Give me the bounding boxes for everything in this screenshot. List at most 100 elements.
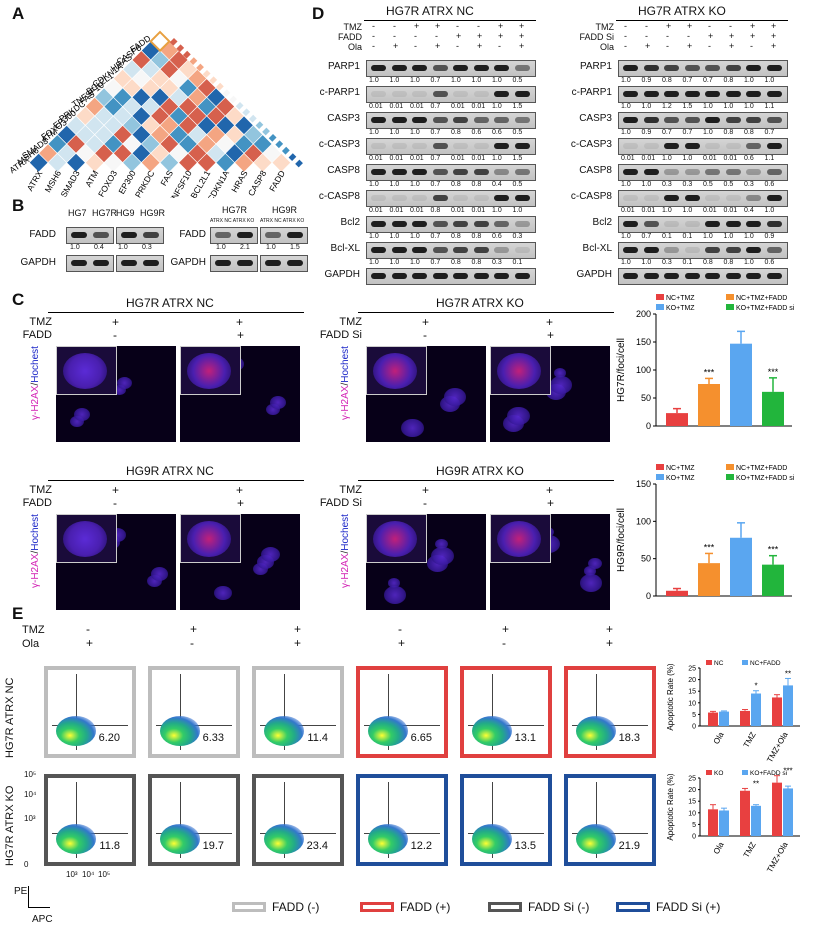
cond-sign: +: [435, 21, 441, 31]
legend-swatch: [202, 70, 211, 78]
band-value: 0.6: [744, 155, 754, 162]
band: [432, 195, 448, 201]
cond-sign: -: [750, 41, 753, 51]
micro-title: HG7R ATRX NC: [126, 296, 214, 310]
band-value: 1.0: [641, 181, 652, 188]
quadrant-vline: [180, 782, 181, 858]
band: [664, 65, 679, 71]
band: [473, 143, 489, 149]
band-value: 0.01: [723, 155, 738, 162]
axis-tick: 10⁴: [24, 790, 37, 799]
band: [766, 221, 782, 227]
band-value: 1.0: [451, 77, 461, 84]
band: [494, 143, 509, 149]
cond-sign: +: [112, 483, 120, 497]
band: [473, 247, 489, 253]
band: [643, 221, 659, 227]
bar: [708, 712, 718, 726]
cond-sign: +: [422, 483, 430, 497]
nucleus-zoom: [497, 521, 541, 557]
blot-gapdh: [210, 255, 258, 272]
blot-strip: [366, 60, 536, 77]
band-value: 1.0: [682, 155, 693, 162]
cond-sign: +: [750, 21, 756, 31]
cond-sign: +: [236, 483, 244, 497]
legend-swatch: [215, 82, 224, 91]
blot-row-label: CASP3: [579, 113, 612, 124]
band-value: 0.01: [471, 155, 486, 162]
cond-sign: +: [456, 31, 462, 41]
band: [412, 117, 427, 123]
legend-swatch: [222, 89, 231, 97]
heatmap-cell: [140, 152, 161, 173]
band-value: 0.7: [764, 129, 775, 136]
band: [705, 195, 720, 201]
cond-label: TMZ: [22, 624, 45, 636]
band-value: 0.8: [723, 129, 734, 136]
band: [725, 143, 741, 149]
event-cloud: [368, 716, 408, 746]
cond-sign: -: [372, 41, 375, 51]
cond-sign: +: [294, 636, 302, 650]
band-value: 0.7: [430, 181, 441, 188]
band-value: 1.0: [266, 244, 276, 251]
band-value: 0.01: [410, 207, 424, 214]
stain-sep: /: [30, 550, 41, 554]
legend-label: KO+TMZ+FADD si: [736, 475, 795, 482]
band-value: 0.01: [451, 155, 465, 162]
band: [514, 117, 530, 123]
heatmap-cell: [159, 152, 180, 173]
band-value: 1.0: [471, 77, 482, 84]
blot-strip: [366, 86, 536, 103]
legend-swatch: [242, 108, 251, 117]
y-tick-label: 0: [646, 591, 651, 601]
apoptosis-bar-chart: NC NC+FADD 0 5 10 15 20 25 Apoptotic Rate (%) Ola…: [666, 660, 800, 764]
micro-title: HG7R ATRX KO: [436, 296, 524, 310]
band: [514, 91, 530, 97]
cond-label: Ola: [22, 638, 40, 650]
blot-strip: [618, 268, 788, 285]
band-value: 1.0: [764, 207, 775, 214]
cond-label: TMZ: [29, 484, 52, 496]
band: [514, 65, 530, 71]
micro-title: HG9R ATRX KO: [436, 464, 524, 478]
cond-label: FADD Si: [579, 32, 614, 42]
y-tick-label: 15: [688, 799, 696, 806]
heatmap-cell: [47, 152, 68, 173]
band: [237, 260, 253, 266]
cond-sign: +: [393, 41, 399, 51]
y-tick-label: 0: [646, 421, 651, 431]
axis-arrow-x: [28, 907, 50, 908]
cond-sign: +: [547, 496, 555, 510]
cond-sign: +: [519, 21, 525, 31]
cond-sign: -: [86, 622, 90, 636]
band-value: 1.0: [512, 207, 523, 214]
axis-tick: 10³: [24, 814, 36, 823]
blot-strip: [618, 164, 788, 181]
band: [391, 91, 407, 97]
quadrant-vline: [388, 674, 389, 750]
band: [453, 117, 468, 123]
band: [725, 195, 741, 201]
band-value: 0.7: [430, 155, 441, 162]
cond-sign: +: [666, 21, 672, 31]
band: [705, 273, 720, 279]
band: [664, 273, 679, 279]
nucleus: [580, 574, 602, 592]
nucleus: [384, 586, 406, 604]
band: [391, 117, 407, 123]
band-value: 1.1: [764, 155, 775, 162]
event-cloud: [56, 716, 96, 746]
blot-strip: [366, 164, 536, 181]
legend-label: KO+TMZ: [666, 305, 695, 312]
legend-swatch: [248, 114, 257, 123]
band: [143, 260, 159, 266]
band-value: 0.3: [512, 233, 523, 240]
title-rule: [358, 312, 614, 313]
band: [473, 195, 489, 201]
nucleus: [401, 419, 424, 438]
band-value: 1.0: [410, 259, 420, 266]
title-rule: [48, 312, 304, 313]
band-value: 1.0: [389, 233, 400, 240]
band-value: 0.7: [430, 259, 441, 266]
